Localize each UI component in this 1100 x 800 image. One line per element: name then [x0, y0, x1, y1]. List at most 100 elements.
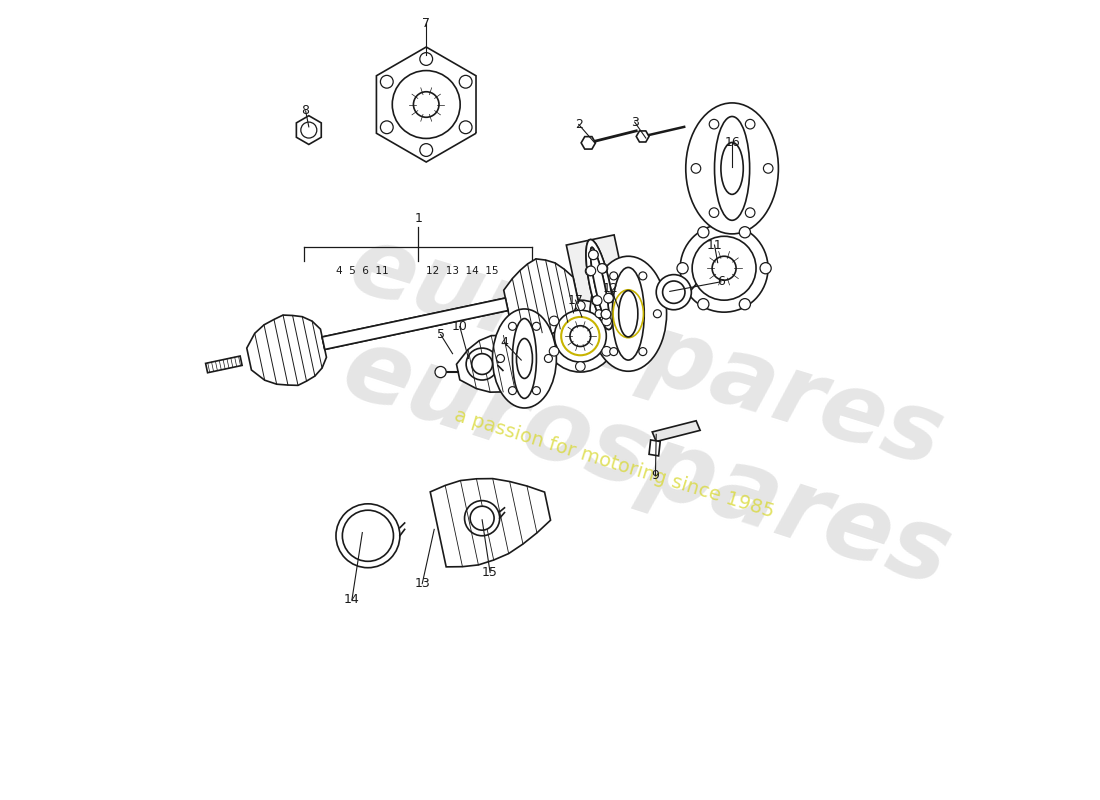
Circle shape [760, 262, 771, 274]
Polygon shape [430, 478, 550, 567]
Circle shape [544, 354, 552, 362]
Text: 12  13  14  15: 12 13 14 15 [426, 266, 498, 276]
Polygon shape [649, 440, 660, 456]
Polygon shape [322, 298, 508, 350]
Text: 16: 16 [724, 136, 740, 150]
Circle shape [549, 346, 559, 356]
Circle shape [420, 144, 432, 157]
Circle shape [602, 310, 610, 319]
Ellipse shape [685, 103, 779, 234]
Circle shape [676, 262, 689, 274]
Text: 5: 5 [437, 328, 444, 341]
Circle shape [459, 121, 472, 134]
Ellipse shape [715, 117, 750, 220]
Ellipse shape [493, 309, 557, 408]
Circle shape [691, 164, 701, 173]
Circle shape [588, 250, 598, 260]
Circle shape [342, 510, 394, 562]
Text: 1: 1 [415, 212, 422, 226]
Circle shape [336, 504, 400, 568]
Circle shape [609, 272, 618, 280]
Circle shape [532, 386, 540, 394]
Circle shape [508, 322, 517, 330]
Text: 13: 13 [415, 577, 430, 590]
Circle shape [381, 75, 393, 88]
Ellipse shape [513, 318, 537, 398]
Text: 17: 17 [568, 294, 583, 306]
Text: eurospares: eurospares [338, 218, 954, 486]
Circle shape [588, 250, 598, 260]
Ellipse shape [414, 92, 439, 118]
Ellipse shape [544, 300, 616, 372]
Circle shape [602, 310, 610, 319]
Polygon shape [376, 47, 476, 162]
Text: 9: 9 [651, 470, 659, 482]
Circle shape [464, 501, 499, 536]
Text: 12: 12 [603, 282, 618, 294]
Polygon shape [504, 259, 579, 334]
Polygon shape [246, 315, 327, 386]
Circle shape [508, 386, 517, 394]
Polygon shape [456, 335, 535, 392]
Circle shape [739, 226, 750, 238]
Polygon shape [322, 298, 508, 350]
Circle shape [595, 310, 603, 318]
Circle shape [575, 301, 585, 310]
Circle shape [300, 122, 317, 138]
Ellipse shape [586, 239, 614, 330]
Circle shape [604, 294, 614, 303]
Ellipse shape [586, 239, 614, 330]
Circle shape [496, 354, 505, 362]
Text: 4  5  6  11: 4 5 6 11 [336, 266, 388, 276]
Circle shape [470, 506, 494, 530]
Circle shape [593, 296, 602, 306]
Circle shape [598, 263, 607, 273]
Circle shape [639, 348, 647, 355]
Circle shape [381, 121, 393, 134]
Circle shape [575, 362, 585, 371]
Text: 15: 15 [482, 566, 498, 579]
Circle shape [605, 293, 614, 302]
Circle shape [653, 310, 661, 318]
Circle shape [434, 366, 447, 378]
Polygon shape [566, 235, 632, 334]
Ellipse shape [613, 267, 645, 360]
Circle shape [746, 208, 755, 218]
Ellipse shape [570, 326, 591, 346]
Circle shape [532, 322, 540, 330]
Circle shape [763, 164, 773, 173]
Ellipse shape [712, 256, 736, 280]
Ellipse shape [517, 338, 532, 378]
Text: 6: 6 [717, 275, 725, 288]
Text: 14: 14 [344, 593, 360, 606]
Circle shape [710, 208, 718, 218]
Text: 7: 7 [422, 17, 430, 30]
Circle shape [639, 272, 647, 280]
Ellipse shape [591, 247, 609, 322]
Ellipse shape [680, 224, 768, 312]
Circle shape [697, 298, 708, 310]
Circle shape [602, 346, 612, 356]
Circle shape [697, 226, 708, 238]
Circle shape [597, 264, 607, 274]
Circle shape [549, 316, 559, 326]
Polygon shape [206, 356, 242, 373]
Circle shape [472, 354, 493, 374]
Circle shape [739, 298, 750, 310]
Circle shape [420, 53, 432, 66]
Text: 3: 3 [630, 115, 639, 129]
Polygon shape [652, 421, 700, 442]
Text: 4: 4 [500, 336, 508, 349]
Ellipse shape [618, 290, 638, 337]
Circle shape [609, 348, 618, 355]
Ellipse shape [591, 247, 609, 322]
Text: a passion for motoring since 1985: a passion for motoring since 1985 [452, 406, 777, 522]
Ellipse shape [720, 142, 744, 194]
Text: 8: 8 [301, 105, 309, 118]
Circle shape [459, 75, 472, 88]
Circle shape [602, 316, 612, 326]
Text: 10: 10 [452, 320, 468, 333]
Circle shape [586, 266, 596, 276]
Circle shape [592, 296, 602, 306]
Circle shape [466, 348, 498, 380]
